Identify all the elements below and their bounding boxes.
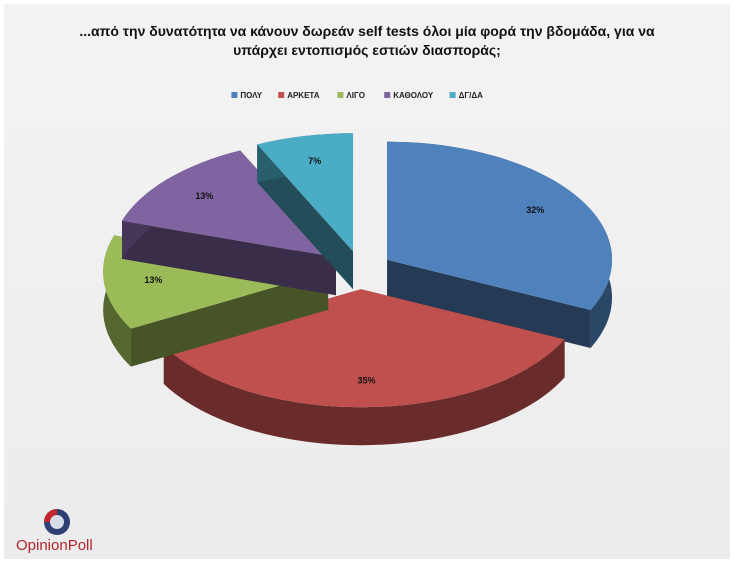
- legend-label: ΔΓ/ΔΑ: [459, 91, 484, 100]
- data-label: 35%: [358, 376, 376, 386]
- legend-swatch: [449, 92, 456, 98]
- slice: [257, 133, 354, 290]
- slice-top: [387, 141, 613, 310]
- slice-top: [257, 133, 354, 252]
- legend-swatch: [231, 92, 238, 98]
- slice-side: [122, 220, 336, 296]
- logo: [44, 509, 70, 535]
- legend-label: ΚΑΘΟΛΟΥ: [393, 91, 434, 100]
- data-label: 13%: [195, 191, 213, 201]
- legend: ΠΟΛΥ ΑΡΚΕΤΑ ΛΙΓΟ ΚΑΘΟΛΟΥ ΔΓ/ΔΑ: [231, 91, 483, 100]
- legend-label: ΠΟΛΥ: [240, 91, 262, 100]
- legend-label: ΑΡΚΕΤΑ: [287, 91, 320, 100]
- brand: OpinionPoll: [16, 537, 93, 554]
- chart-title: ...από την δυνατότητα να κάνουν δωρεάν s…: [79, 23, 655, 58]
- legend-swatch: [337, 92, 344, 98]
- logo-core: [50, 515, 64, 529]
- slice-side: [257, 144, 354, 290]
- slice: [122, 150, 336, 296]
- legend-label: ΛΙΓΟ: [346, 91, 365, 100]
- data-label: 32%: [526, 205, 544, 215]
- slice-top: [122, 150, 336, 258]
- slice-side: [387, 259, 591, 348]
- slice: [387, 141, 613, 348]
- legend-swatch: [278, 92, 285, 98]
- slice-wall: [163, 339, 565, 446]
- legend-swatch: [384, 92, 391, 98]
- data-label: 7%: [308, 156, 321, 166]
- data-label: 13%: [144, 275, 162, 285]
